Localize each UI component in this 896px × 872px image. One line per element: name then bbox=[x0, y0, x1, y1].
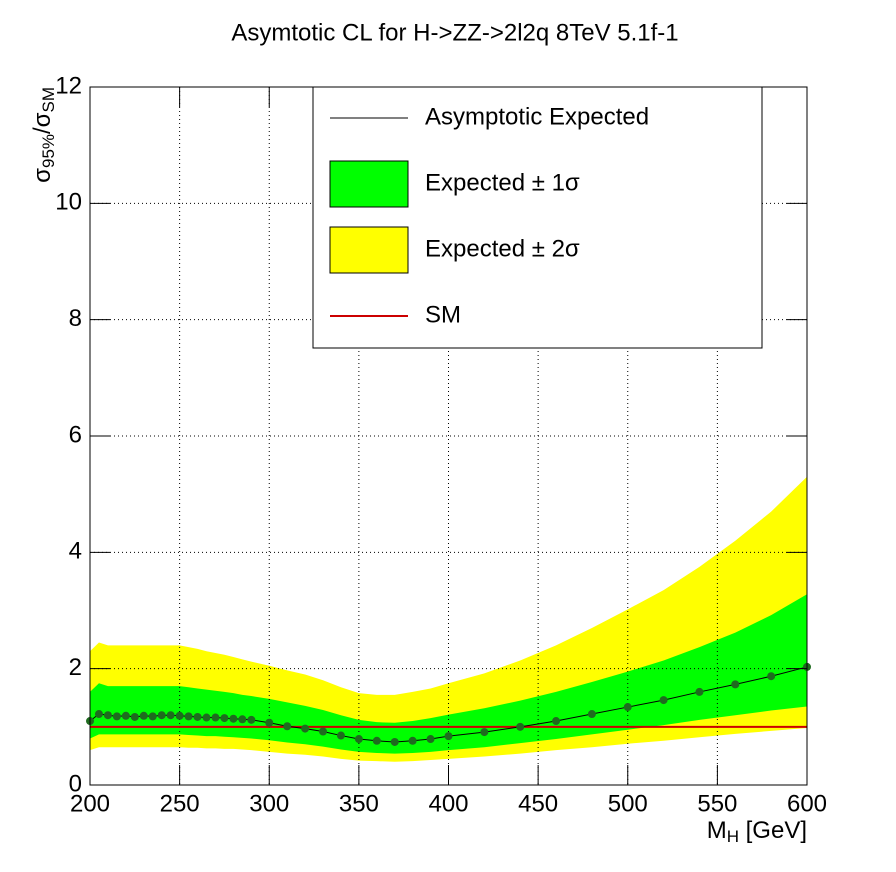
x-tick-label: 400 bbox=[428, 790, 468, 817]
marker bbox=[480, 728, 489, 737]
marker bbox=[103, 711, 112, 720]
y-tick-label: 10 bbox=[55, 189, 82, 216]
y-tick-label: 2 bbox=[69, 654, 82, 681]
marker bbox=[408, 736, 417, 745]
legend-label: Expected ± 1σ bbox=[425, 169, 580, 196]
x-tick-label: 450 bbox=[518, 790, 558, 817]
legend-swatch bbox=[329, 160, 409, 208]
marker bbox=[229, 714, 238, 723]
marker bbox=[587, 710, 596, 719]
marker bbox=[695, 687, 704, 696]
marker bbox=[121, 711, 130, 720]
marker bbox=[175, 711, 184, 720]
marker bbox=[148, 712, 157, 721]
marker bbox=[354, 735, 363, 744]
x-tick-label: 550 bbox=[697, 790, 737, 817]
marker bbox=[623, 703, 632, 712]
marker bbox=[659, 696, 668, 705]
marker bbox=[94, 710, 103, 719]
x-tick-label: 600 bbox=[787, 790, 827, 817]
band bbox=[90, 594, 807, 754]
marker bbox=[336, 731, 345, 740]
x-tick-label: 500 bbox=[608, 790, 648, 817]
marker bbox=[283, 722, 292, 731]
x-tick-label: 300 bbox=[249, 790, 289, 817]
marker bbox=[390, 737, 399, 746]
legend: Asymptotic Expected Expected ± 1σ Expected… bbox=[312, 86, 763, 349]
marker bbox=[265, 718, 274, 727]
y-tick-label: 6 bbox=[69, 421, 82, 448]
legend-label: SM bbox=[425, 301, 461, 328]
legend-swatch bbox=[329, 226, 409, 274]
marker bbox=[372, 736, 381, 745]
marker bbox=[552, 717, 561, 726]
x-axis-label: MH [GeV] bbox=[707, 817, 807, 846]
marker bbox=[166, 711, 175, 720]
y-tick-label: 8 bbox=[69, 305, 82, 332]
marker bbox=[516, 722, 525, 731]
marker bbox=[301, 724, 310, 733]
marker bbox=[444, 732, 453, 741]
legend-box bbox=[312, 86, 763, 349]
y-tick-label: 12 bbox=[55, 72, 82, 99]
marker bbox=[130, 712, 139, 721]
line bbox=[89, 666, 808, 743]
y-tick-label: 4 bbox=[69, 538, 82, 565]
marker bbox=[238, 715, 247, 724]
marker bbox=[319, 727, 328, 736]
x-tick-label: 250 bbox=[160, 790, 200, 817]
marker bbox=[426, 735, 435, 744]
x-tick-label: 350 bbox=[339, 790, 379, 817]
marker bbox=[767, 672, 776, 681]
marker bbox=[731, 680, 740, 689]
y-tick-label: 0 bbox=[69, 770, 82, 797]
marker bbox=[184, 712, 193, 721]
legend-label: Asymptotic Expected bbox=[425, 103, 649, 130]
marker bbox=[139, 711, 148, 720]
marker bbox=[202, 713, 211, 722]
x-tick-label: 200 bbox=[70, 790, 110, 817]
marker bbox=[211, 713, 220, 722]
marker bbox=[193, 712, 202, 721]
marker bbox=[220, 714, 229, 723]
marker bbox=[112, 712, 121, 721]
chart-title: Asymtotic CL for H->ZZ->2l2q 8TeV 5.1f-1 bbox=[231, 19, 678, 46]
marker bbox=[247, 715, 256, 724]
y-axis-label: σ95%/σSM bbox=[29, 87, 58, 183]
marker bbox=[157, 711, 166, 720]
legend-label: Expected ± 2σ bbox=[425, 235, 580, 262]
